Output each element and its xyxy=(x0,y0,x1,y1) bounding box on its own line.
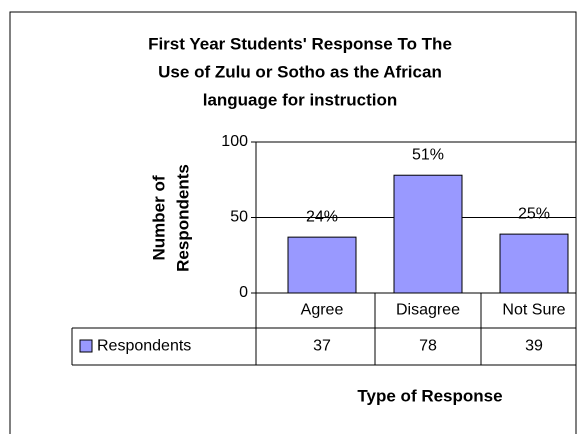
chart-title: language for instruction xyxy=(203,90,398,109)
x-tick-label: Not Sure xyxy=(502,302,565,319)
data-label: 51% xyxy=(412,146,444,163)
y-tick-label: 0 xyxy=(239,284,248,301)
table-value: 78 xyxy=(419,338,437,355)
legend-swatch xyxy=(79,339,93,353)
chart-title: First Year Students' Response To The xyxy=(148,34,452,53)
x-tick-label: Agree xyxy=(301,302,344,319)
data-label: 25% xyxy=(518,205,550,222)
y-axis-label: Number of Respondents xyxy=(149,164,192,272)
x-tick-label: Disagree xyxy=(396,302,460,319)
bar xyxy=(393,174,463,294)
y-tick-label: 50 xyxy=(230,209,248,226)
table-value: 37 xyxy=(313,338,331,355)
chart-border xyxy=(9,11,577,434)
y-axis-label-line: Number of xyxy=(149,175,168,260)
x-axis-label: Type of Response xyxy=(357,386,502,405)
y-tick-label: 100 xyxy=(221,133,248,150)
y-axis-label-line: Respondents xyxy=(173,164,192,272)
bar xyxy=(287,236,357,294)
data-label: 24% xyxy=(306,208,338,225)
legend-label: Respondents xyxy=(97,338,191,355)
table-value: 39 xyxy=(525,338,543,355)
chart-title: Use of Zulu or Sotho as the African xyxy=(158,62,442,81)
bar xyxy=(499,233,569,294)
